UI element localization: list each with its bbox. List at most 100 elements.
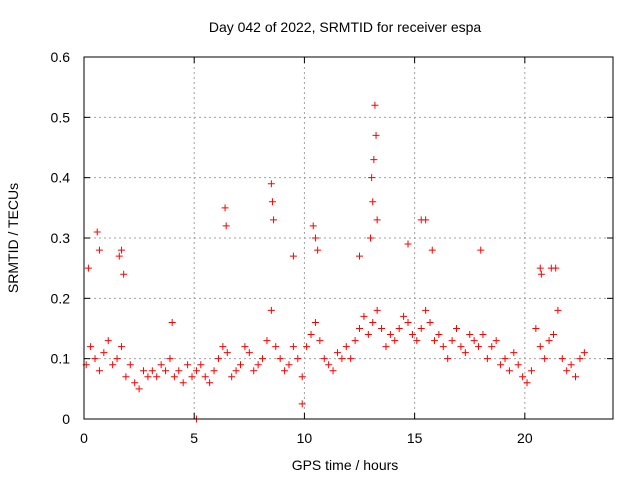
y-axis-label: SRMTID / TECUs	[5, 183, 21, 293]
data-point	[347, 355, 355, 363]
x-tick-label: 0	[80, 430, 88, 446]
data-point	[144, 373, 152, 381]
data-point	[289, 343, 297, 351]
data-point	[120, 270, 128, 278]
data-point	[444, 355, 452, 363]
data-point	[497, 361, 505, 369]
y-tick-label: 0.4	[51, 170, 71, 186]
data-point	[386, 331, 394, 339]
data-point	[166, 355, 174, 363]
data-point	[254, 361, 262, 369]
data-point	[333, 349, 341, 357]
data-point	[320, 355, 328, 363]
data-point	[426, 318, 434, 326]
data-point	[201, 373, 209, 381]
data-point	[170, 373, 178, 381]
data-point	[95, 367, 103, 375]
data-point	[523, 379, 531, 387]
data-point	[422, 306, 430, 314]
data-point	[259, 355, 267, 363]
data-point	[501, 355, 509, 363]
data-point	[192, 367, 200, 375]
data-point	[364, 331, 372, 339]
data-point	[382, 343, 390, 351]
data-point	[316, 337, 324, 345]
data-point	[221, 204, 229, 212]
data-point	[479, 331, 487, 339]
data-point	[483, 355, 491, 363]
data-points	[82, 101, 588, 423]
data-point	[338, 355, 346, 363]
data-point	[93, 228, 101, 236]
y-tick-label: 0.5	[51, 109, 71, 125]
x-tick-label: 15	[407, 430, 423, 446]
data-point	[558, 355, 566, 363]
data-point	[369, 198, 377, 206]
data-point	[113, 355, 121, 363]
data-point	[87, 343, 95, 351]
data-point	[370, 156, 378, 164]
data-point	[356, 325, 364, 332]
data-point	[276, 355, 284, 363]
data-point	[563, 367, 571, 375]
y-tick-label: 0.6	[51, 49, 71, 65]
data-point	[179, 379, 187, 387]
data-point	[175, 367, 183, 375]
data-point	[197, 361, 205, 369]
data-point	[475, 343, 483, 351]
data-point	[342, 343, 350, 351]
data-point	[281, 367, 289, 375]
x-axis-label: GPS time / hours	[292, 457, 399, 473]
data-point	[329, 367, 337, 375]
data-point	[214, 355, 222, 363]
data-point	[168, 318, 176, 326]
data-point	[404, 240, 412, 248]
data-point	[492, 337, 500, 345]
data-point	[267, 306, 275, 314]
data-point	[448, 337, 456, 345]
data-point	[314, 246, 322, 254]
data-point	[470, 337, 478, 345]
data-point	[461, 349, 469, 357]
data-point	[250, 367, 258, 375]
data-point	[505, 367, 513, 375]
data-point	[289, 252, 297, 260]
data-point	[140, 367, 148, 375]
data-point	[84, 264, 92, 272]
data-point	[272, 343, 280, 351]
data-point	[554, 306, 562, 314]
data-point	[510, 349, 518, 357]
y-tick-label: 0.3	[51, 230, 71, 246]
data-point	[466, 331, 474, 339]
data-point	[356, 252, 364, 260]
data-point	[311, 234, 319, 242]
data-point	[372, 131, 380, 139]
data-point	[122, 373, 130, 381]
y-tick-label: 0.1	[51, 351, 71, 367]
data-point	[241, 343, 249, 351]
x-tick-label: 5	[190, 430, 198, 446]
data-point	[371, 101, 379, 109]
data-point	[576, 355, 584, 363]
data-point	[378, 325, 386, 332]
data-point	[457, 343, 465, 351]
data-point	[373, 216, 381, 224]
data-point	[219, 343, 227, 351]
data-point	[100, 349, 108, 357]
data-point	[115, 252, 123, 260]
axis-ticks: 0 0.1 0.2 0.3 0.4 0.5 0.6 0 5 10 15 20	[51, 49, 613, 446]
data-point	[537, 270, 545, 278]
data-point	[488, 343, 496, 351]
data-point	[126, 361, 134, 369]
y-tick-label: 0	[62, 411, 70, 427]
data-point	[395, 325, 403, 332]
data-point	[210, 367, 218, 375]
data-point	[404, 318, 412, 326]
data-point	[552, 264, 560, 272]
data-point	[430, 337, 438, 345]
data-point	[270, 216, 278, 224]
data-point	[422, 216, 430, 224]
data-point	[532, 325, 540, 332]
data-point	[311, 318, 319, 326]
